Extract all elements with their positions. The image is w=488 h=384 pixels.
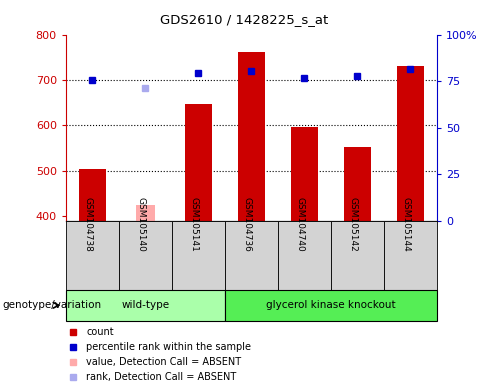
Bar (136, 205, 155, 221)
Bar (119, 221, 172, 290)
Bar (66, 290, 225, 321)
Bar (331, 221, 384, 290)
Bar (185, 104, 212, 221)
Text: GSM105142: GSM105142 (348, 197, 357, 252)
Bar (238, 52, 264, 221)
Text: GSM104736: GSM104736 (243, 197, 251, 252)
Bar (291, 127, 318, 221)
Text: glycerol kinase knockout: glycerol kinase knockout (266, 300, 396, 310)
Text: wild-type: wild-type (122, 300, 169, 310)
Bar (225, 290, 437, 321)
Bar (225, 221, 278, 290)
Text: GSM105144: GSM105144 (401, 197, 410, 252)
Bar (397, 66, 424, 221)
Text: count: count (86, 327, 114, 337)
Text: percentile rank within the sample: percentile rank within the sample (86, 342, 251, 352)
Bar (66, 221, 119, 290)
Bar (172, 221, 225, 290)
Text: GSM104740: GSM104740 (295, 197, 305, 252)
Text: genotype/variation: genotype/variation (2, 300, 102, 310)
Bar (278, 221, 331, 290)
Bar (79, 169, 105, 221)
Text: GSM105141: GSM105141 (189, 197, 198, 252)
Text: value, Detection Call = ABSENT: value, Detection Call = ABSENT (86, 357, 242, 367)
Bar (344, 147, 370, 221)
Text: GSM105140: GSM105140 (136, 197, 145, 252)
Bar (384, 221, 437, 290)
Text: GSM104738: GSM104738 (83, 197, 92, 252)
Text: GDS2610 / 1428225_s_at: GDS2610 / 1428225_s_at (160, 13, 328, 26)
Text: rank, Detection Call = ABSENT: rank, Detection Call = ABSENT (86, 372, 237, 382)
